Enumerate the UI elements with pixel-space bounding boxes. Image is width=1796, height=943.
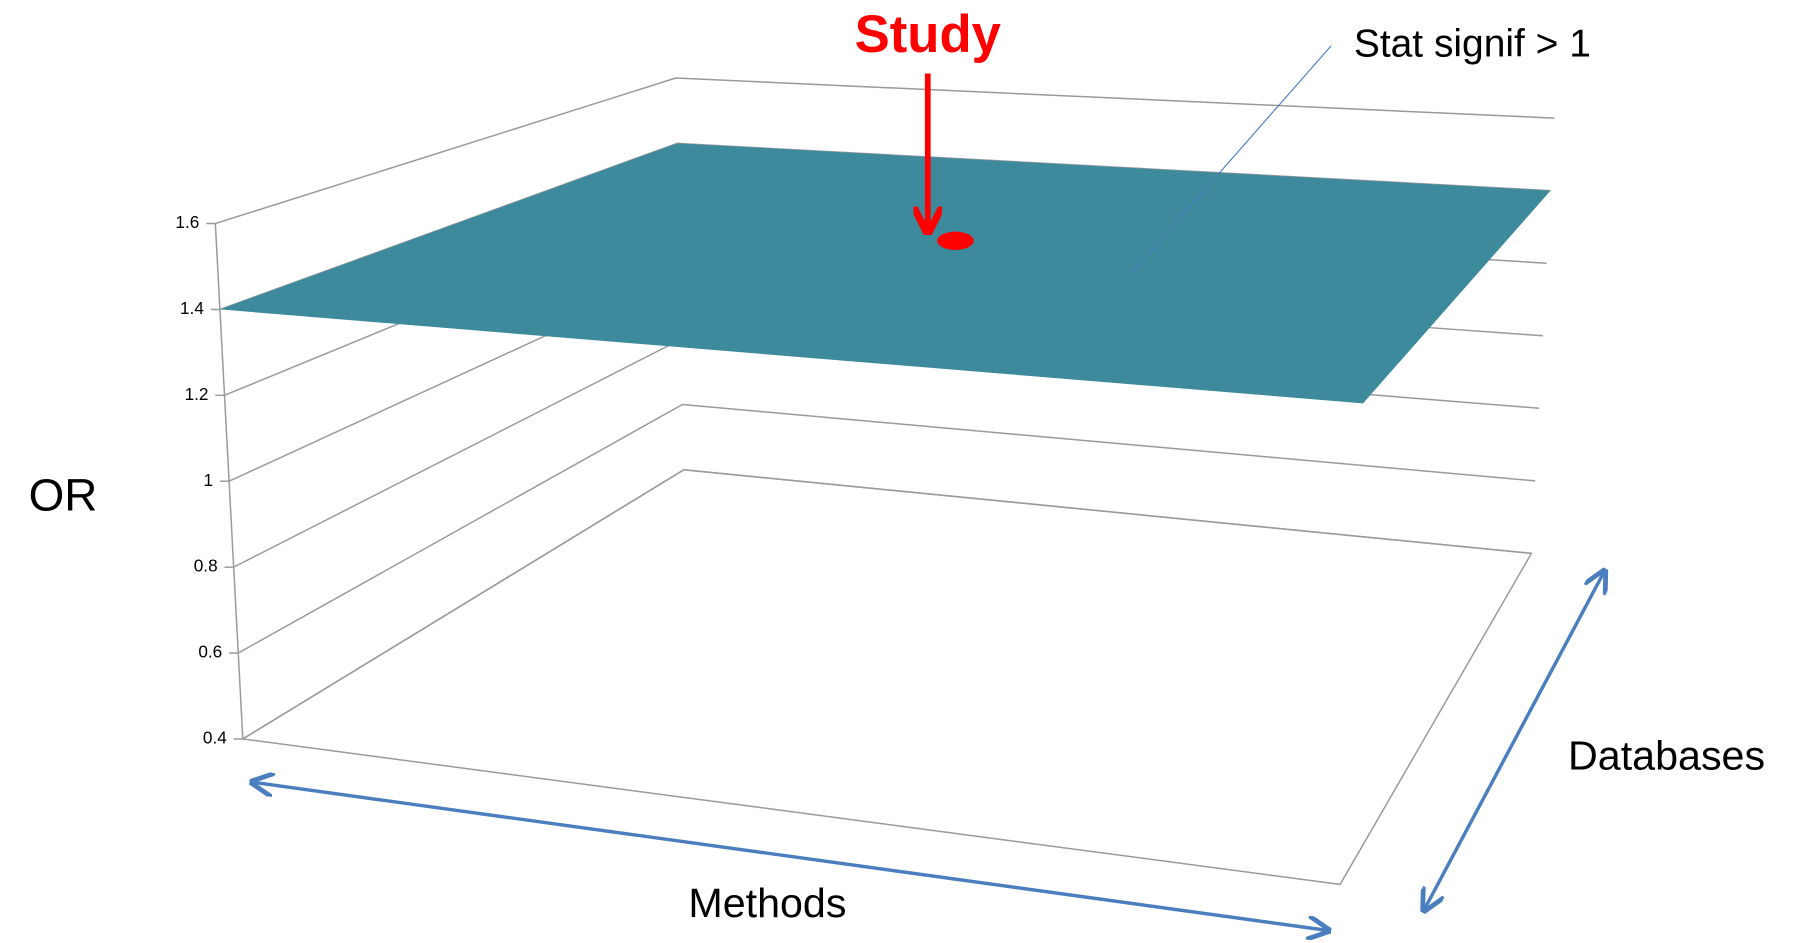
methods-arrow	[254, 782, 1326, 930]
floor	[240, 469, 1533, 886]
y-tick-label: 1.4	[180, 298, 204, 318]
annotation-line	[1131, 45, 1332, 274]
y-tick-label: 0.6	[198, 642, 222, 662]
study-point	[937, 231, 974, 250]
y-tick-label: 1.6	[175, 212, 199, 232]
databases-arrow	[1425, 573, 1604, 909]
x-axis-label: Methods	[688, 880, 846, 926]
study-label: Study	[855, 5, 1002, 64]
y-tick-label: 0.8	[194, 556, 218, 576]
surface-label: Stat signif > 1	[1354, 22, 1591, 65]
grid-line	[242, 469, 1532, 740]
z-axis-label: Databases	[1568, 732, 1765, 778]
surface-layer	[219, 143, 1551, 404]
grid-line	[215, 77, 1555, 225]
grid-line	[237, 403, 1536, 654]
y-tick-label: 0.4	[203, 727, 227, 747]
y-tick-label: 1.2	[185, 384, 209, 404]
y-tick-label: 1	[203, 470, 213, 490]
y-axis-label: OR	[29, 470, 98, 521]
surface	[219, 143, 1551, 404]
